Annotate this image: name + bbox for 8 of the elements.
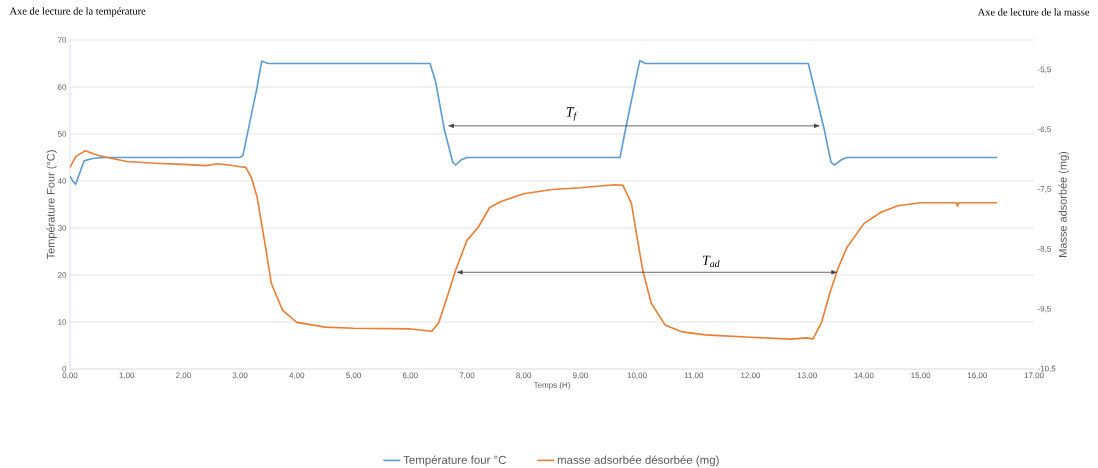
- y-axis-title: Température Four (°C): [46, 150, 57, 260]
- annotation: T$_{ad}$: [702, 255, 720, 268]
- y2-axis-title: Masse adsorbée (mg): [1058, 151, 1069, 257]
- text: Axe de lecture de la température: [9, 7, 146, 17]
- legend-label: Température four °C: [403, 455, 506, 467]
- legend-label: masse adsorbée désorbée (mg): [557, 455, 719, 467]
- text: Axe de lecture de la masse: [977, 8, 1090, 16]
- annotation: T$_{f}$: [566, 107, 578, 121]
